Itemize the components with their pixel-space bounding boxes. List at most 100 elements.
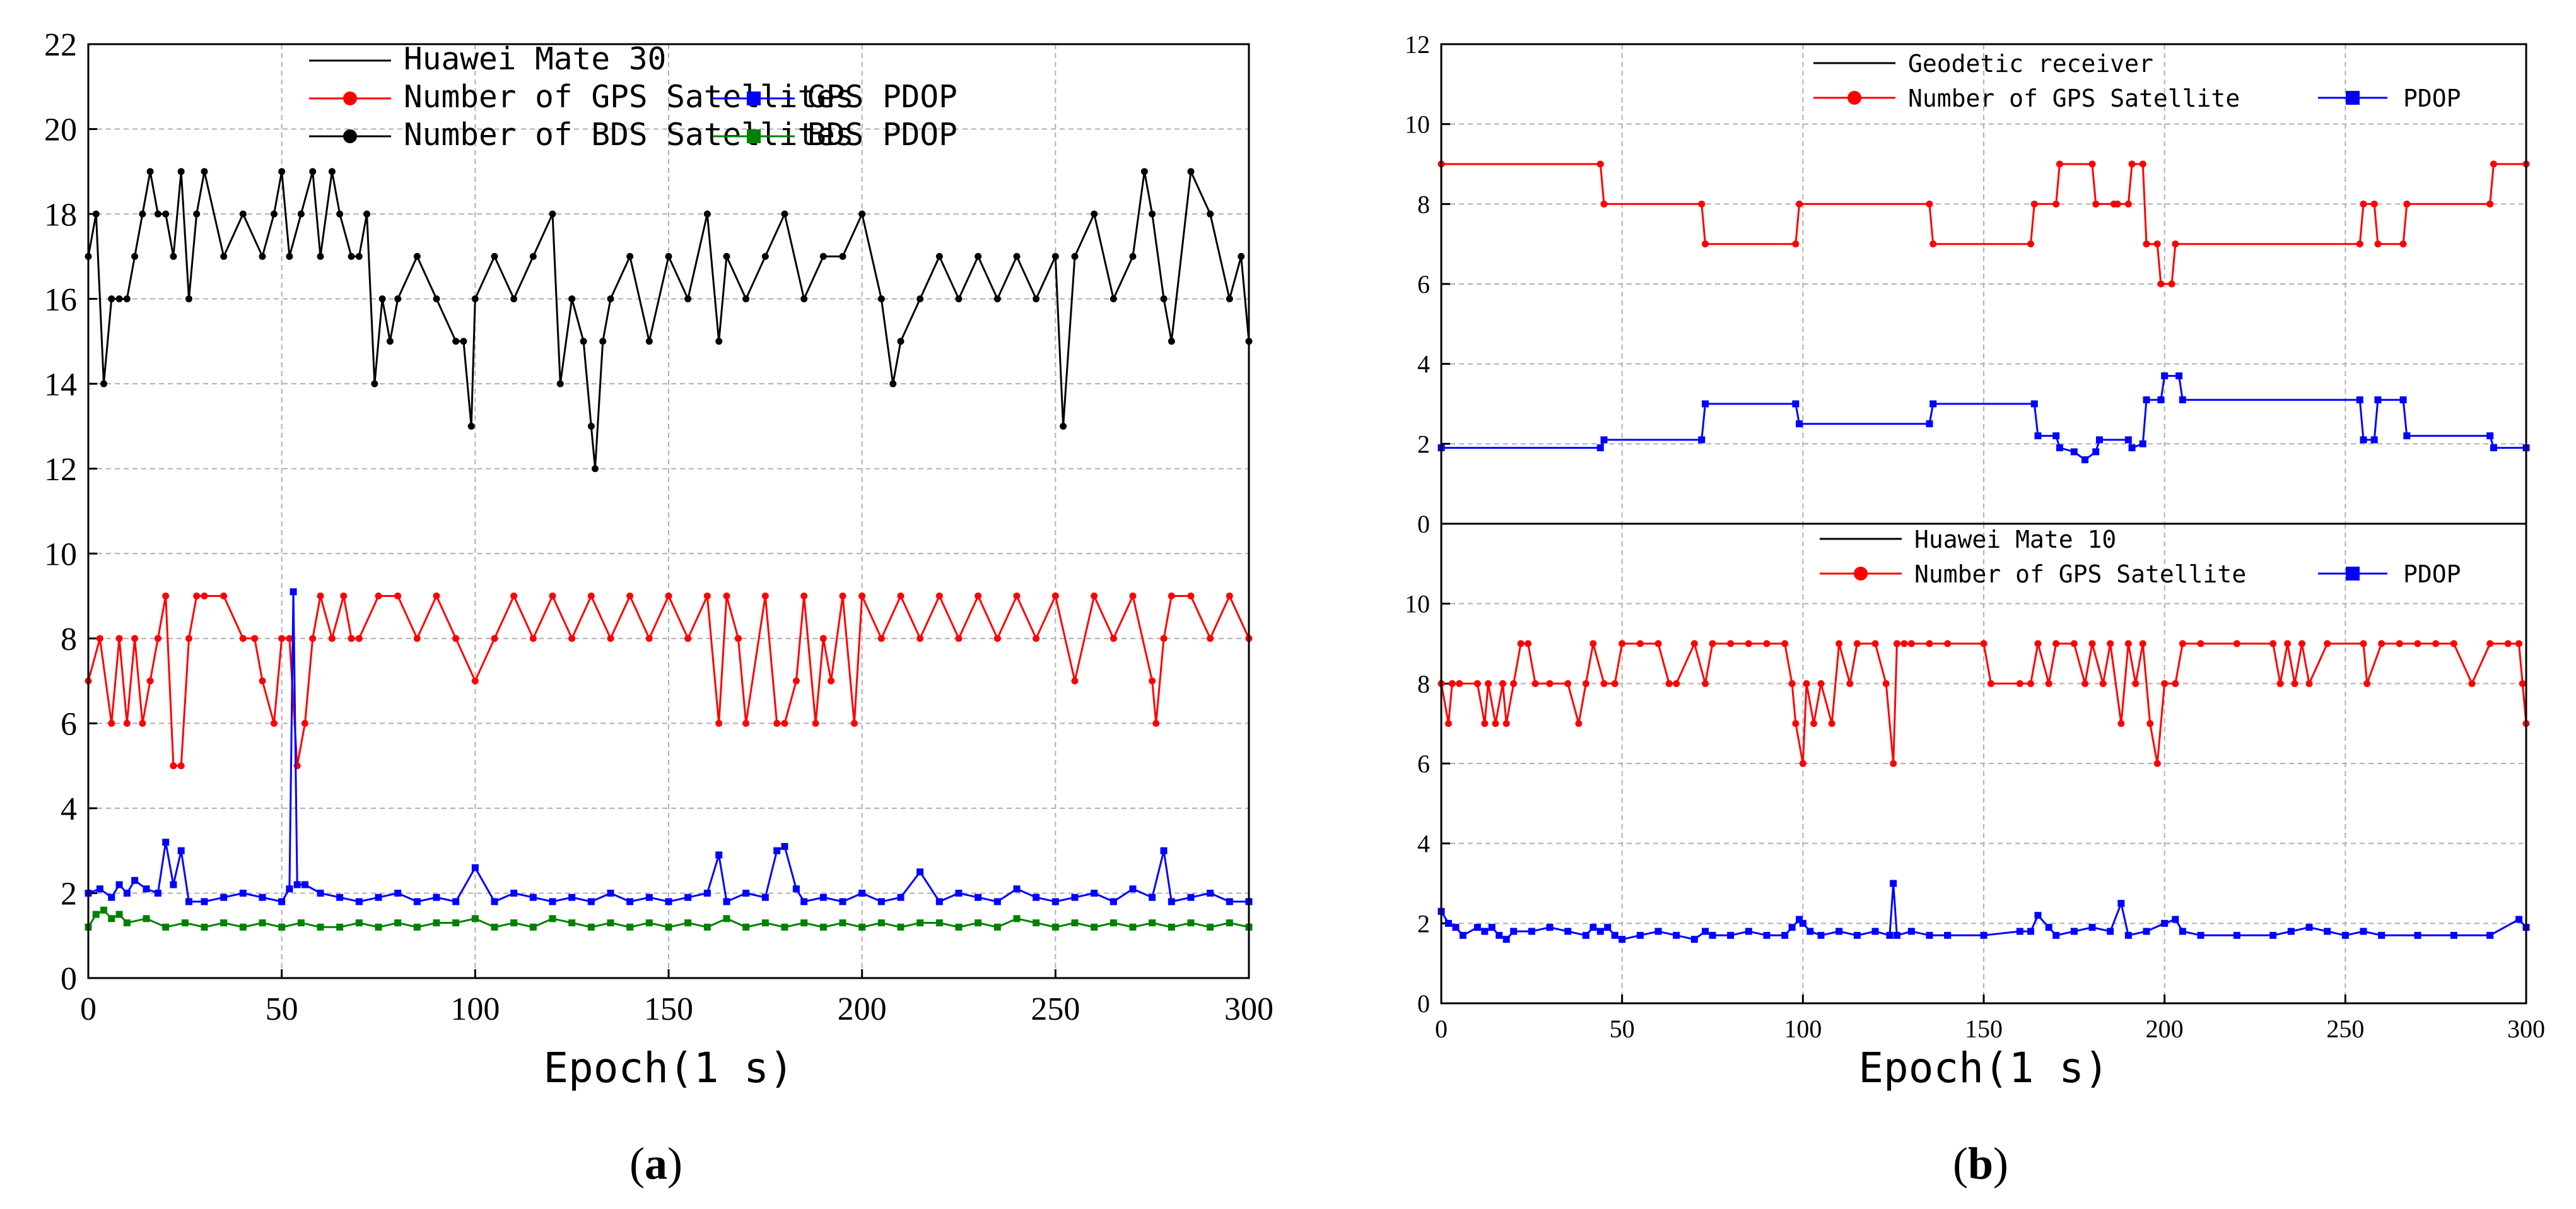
data-point	[201, 898, 208, 905]
data-point	[665, 252, 672, 260]
data-point	[2175, 372, 2183, 380]
data-point	[1796, 200, 1803, 208]
data-point	[935, 898, 943, 905]
data-point	[2179, 928, 2186, 935]
data-point	[2016, 928, 2023, 935]
data-point	[2027, 680, 2035, 687]
x-tick-label: 200	[838, 991, 887, 1027]
data-point	[580, 338, 587, 345]
data-point	[1160, 847, 1168, 854]
data-point	[1091, 923, 1098, 931]
data-point	[2378, 640, 2386, 647]
data-point	[193, 210, 201, 218]
data-point	[1806, 928, 1814, 935]
data-point	[100, 380, 108, 387]
data-point	[2088, 160, 2096, 168]
data-point	[1531, 680, 1539, 687]
data-point	[858, 923, 866, 931]
data-point	[800, 898, 808, 905]
data-point	[715, 338, 723, 345]
data-point	[239, 889, 247, 897]
data-point	[916, 868, 924, 876]
data-point	[792, 885, 800, 893]
data-point	[1796, 420, 1803, 428]
data-point	[336, 923, 344, 931]
data-point	[259, 893, 266, 901]
data-point	[348, 635, 355, 642]
data-point	[1792, 720, 1800, 728]
data-point	[1590, 924, 1597, 931]
data-point	[1149, 919, 1156, 927]
data-point	[2197, 640, 2204, 647]
data-point	[131, 252, 139, 260]
data-point	[2132, 680, 2140, 687]
data-point	[2092, 200, 2100, 208]
y-tick-label: 0	[1417, 510, 1430, 538]
legend-title: Huawei Mate 10	[1914, 526, 2116, 553]
data-point	[568, 295, 576, 303]
data-point	[1452, 924, 1460, 931]
y-tick-label: 2	[61, 876, 77, 912]
data-point	[2269, 931, 2277, 939]
data-point	[2360, 200, 2367, 208]
data-point	[491, 898, 498, 905]
data-point	[781, 210, 788, 218]
data-point	[645, 893, 653, 901]
data-point	[723, 593, 730, 600]
x-axis-label: Epoch(1 s)	[543, 1044, 793, 1092]
data-point	[1636, 931, 1644, 939]
data-point	[1781, 640, 1789, 647]
data-point	[1129, 252, 1137, 260]
y-tick-label: 12	[44, 452, 77, 488]
data-point	[181, 919, 189, 927]
data-point	[278, 923, 286, 931]
data-point	[626, 593, 634, 600]
data-point	[587, 898, 595, 905]
data-point	[819, 252, 827, 260]
data-point	[607, 635, 614, 642]
data-point	[413, 898, 421, 905]
data-point	[1226, 898, 1233, 905]
data-point	[2052, 931, 2060, 939]
data-point	[2157, 280, 2165, 288]
data-point	[220, 893, 228, 901]
data-point	[955, 889, 963, 897]
data-point	[2324, 928, 2331, 935]
data-point	[1796, 916, 1803, 923]
data-point	[2139, 160, 2146, 168]
data-point	[1727, 931, 1735, 939]
series-line	[87, 909, 1250, 928]
series-line	[87, 168, 1250, 469]
data-point	[278, 898, 286, 905]
data-point	[452, 635, 460, 642]
data-point	[703, 593, 711, 600]
data-point	[154, 210, 161, 218]
data-point	[839, 919, 846, 927]
data-point	[1886, 931, 1894, 939]
data-point	[889, 380, 897, 387]
data-point	[1091, 889, 1098, 897]
data-point	[1709, 640, 1716, 647]
data-point	[1619, 640, 1626, 647]
data-point	[1207, 923, 1214, 931]
data-point	[1140, 168, 1148, 175]
data-point	[2515, 916, 2523, 923]
data-point	[665, 923, 672, 931]
data-point	[2414, 640, 2421, 647]
chart-a: 0 2 4 6 8 10 12 14 16 18 20 22 0 50 100 150 200 250 300 Hua…	[44, 27, 1273, 1092]
data-point	[1238, 252, 1245, 260]
data-point	[115, 635, 123, 642]
data-point	[177, 847, 185, 854]
data-point	[684, 635, 692, 642]
data-point	[2139, 640, 2146, 647]
legend-marker	[2346, 91, 2360, 105]
data-point	[177, 168, 185, 175]
data-point	[317, 889, 324, 897]
data-point	[2305, 924, 2313, 931]
data-point	[703, 923, 711, 931]
data-point	[1828, 720, 1835, 728]
data-point	[491, 635, 498, 642]
data-point	[2161, 372, 2169, 380]
caption-b: (b)	[1953, 1138, 2008, 1189]
data-point	[1187, 168, 1195, 175]
